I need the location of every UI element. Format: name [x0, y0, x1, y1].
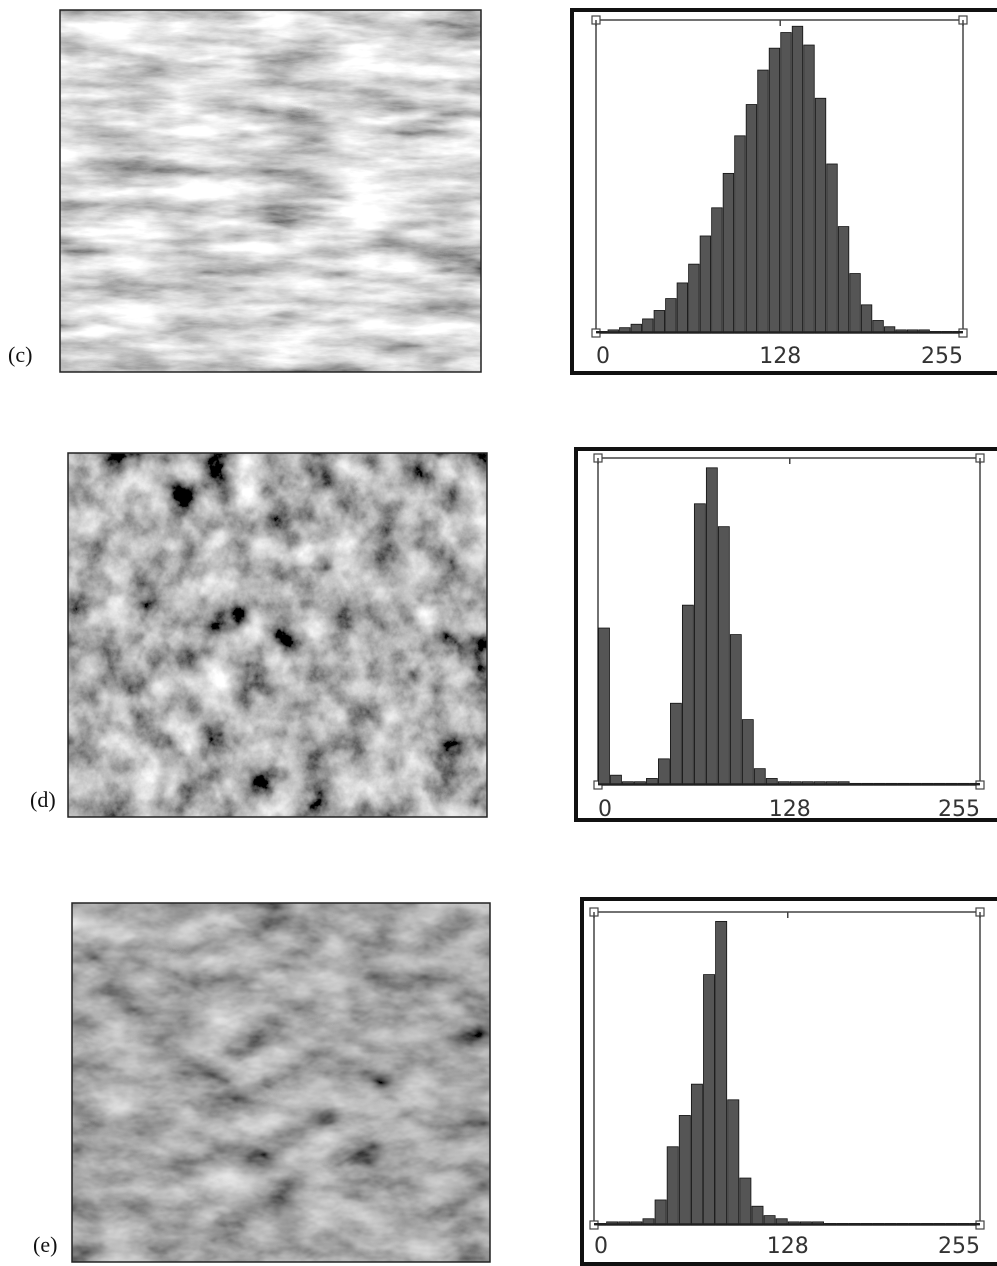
x-tick-label: 255 — [938, 1234, 980, 1259]
histogram-bar — [734, 135, 746, 334]
x-tick-label: 128 — [759, 344, 801, 369]
histogram-bar — [658, 758, 670, 786]
histogram-bar — [826, 163, 838, 334]
histogram-bar — [715, 920, 728, 1226]
panel-label: (e) — [33, 1232, 57, 1257]
histogram-bar — [780, 32, 792, 334]
x-tick-label: 0 — [594, 1234, 608, 1259]
histogram-bar — [676, 282, 689, 334]
panel-label: (d) — [30, 787, 56, 812]
histogram-bar — [860, 304, 873, 334]
histogram-bar — [705, 467, 718, 786]
satellite-image — [59, 9, 482, 373]
histogram-bar — [693, 503, 706, 786]
histogram-bar — [814, 97, 827, 334]
histogram-bar — [646, 778, 658, 786]
histogram-bar — [665, 298, 677, 334]
histogram-bar — [690, 1083, 703, 1226]
histogram-bar — [670, 702, 682, 786]
x-tick-label: 0 — [596, 344, 610, 369]
x-tick-label: 0 — [598, 797, 612, 822]
histogram-bar — [598, 627, 610, 786]
histogram-bar — [699, 235, 712, 334]
histogram-bar — [630, 323, 642, 334]
histogram-bar — [751, 1205, 764, 1226]
image-border — [59, 9, 482, 373]
histogram-bar — [610, 774, 622, 786]
histogram-bar — [729, 634, 742, 786]
satellite-image — [68, 453, 487, 817]
histogram-bar — [763, 1215, 776, 1226]
histogram-bar — [654, 1199, 667, 1226]
panel-frame — [580, 897, 997, 1266]
histogram-bar — [745, 104, 758, 334]
histogram-bar — [722, 172, 735, 334]
histogram-bar — [653, 310, 665, 334]
histogram-bar — [727, 1099, 740, 1226]
histogram-bar — [619, 327, 631, 334]
x-tick-label: 128 — [767, 1234, 809, 1259]
x-tick-label: 255 — [921, 344, 963, 369]
histogram-bar — [717, 526, 730, 786]
histogram-bar — [757, 69, 769, 334]
histogram-bar — [741, 719, 754, 786]
satellite-image — [72, 903, 490, 1262]
histogram-bar — [768, 47, 781, 334]
histogram-bar — [775, 1218, 788, 1226]
panel-frame — [574, 447, 997, 822]
image-border — [71, 902, 491, 1263]
histogram-bar — [739, 1177, 752, 1226]
histogram-bar — [849, 273, 861, 334]
histogram-bar — [703, 974, 715, 1226]
histogram-bar — [803, 44, 815, 334]
x-tick-label: 255 — [938, 797, 980, 822]
histogram-bar — [681, 604, 694, 786]
panel-label: (c) — [8, 342, 32, 367]
image-border — [67, 452, 488, 818]
histogram-bar — [688, 263, 700, 334]
histogram-bar — [642, 318, 654, 334]
histogram-bar — [765, 778, 778, 786]
histogram-bar — [711, 207, 723, 334]
histogram-bar — [837, 226, 850, 334]
histogram-bar — [883, 326, 896, 334]
histogram-bar — [753, 768, 766, 786]
x-tick-label: 128 — [769, 797, 811, 822]
histogram-bar — [666, 1146, 679, 1226]
histogram-bar — [872, 320, 884, 334]
histogram-bar — [678, 1115, 691, 1226]
histogram-bar — [642, 1218, 655, 1226]
histogram-bar — [791, 25, 804, 334]
